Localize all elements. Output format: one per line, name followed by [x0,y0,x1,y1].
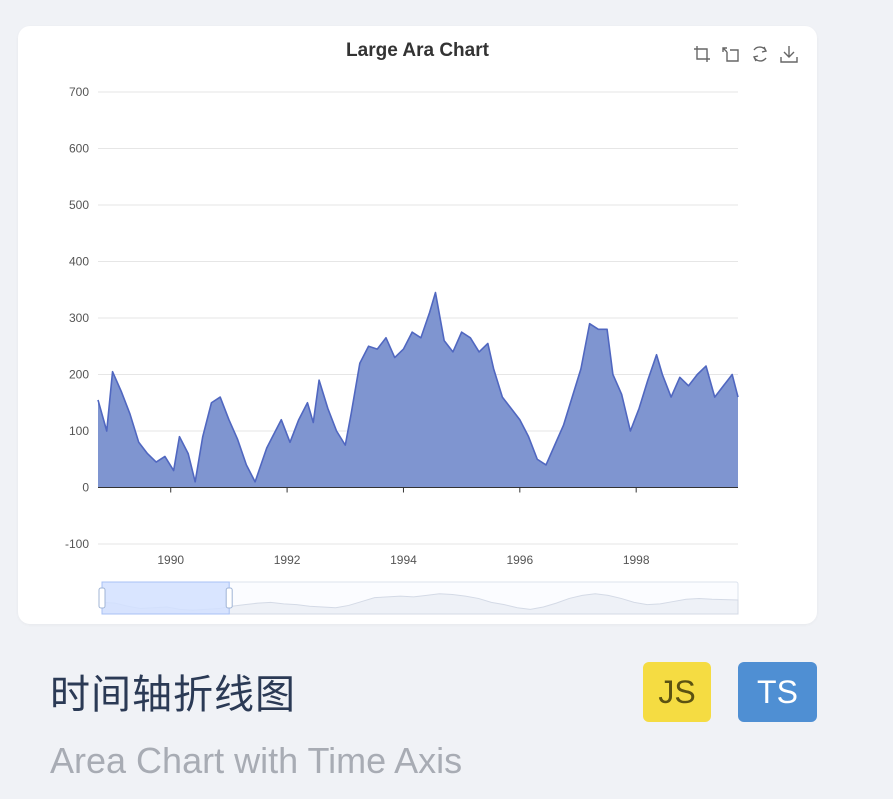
js-badge[interactable]: JS [643,662,711,722]
y-tick-label: 400 [69,255,89,269]
datazoom-window[interactable] [101,581,230,615]
y-tick-label: 600 [69,142,89,156]
zoom-icon[interactable] [692,44,712,64]
ts-badge[interactable]: TS [738,662,817,722]
chart-card[interactable]: -100 0 100 200 300 400 500 600 700 1990 1992 1994 19… [18,26,817,624]
x-tick-label: 1996 [506,553,533,567]
example-subtitle: Area Chart with Time Axis [50,740,463,781]
chart-canvas: -100 0 100 200 300 400 500 600 700 1990 1992 1994 19… [65,85,739,615]
y-tick-label: 300 [69,311,89,325]
save-image-icon[interactable] [779,44,799,64]
zoom-reset-icon[interactable] [721,44,741,64]
area-fill [98,292,738,488]
y-tick-label: 200 [69,368,89,382]
chart-toolbox [692,44,799,64]
x-tick-label: 1992 [274,553,301,567]
y-tick-label: -100 [65,537,89,551]
y-tick-label: 500 [69,198,89,212]
x-tick-label: 1998 [623,553,650,567]
datazoom-handle-end[interactable] [225,587,233,609]
y-tick-label: 700 [69,85,89,99]
y-tick-label: 0 [82,481,89,495]
example-title: 时间轴折线图 [50,672,296,718]
restore-icon[interactable] [750,44,770,64]
x-tick-label: 1994 [390,553,417,567]
area-series-line [97,291,739,483]
y-tick-label: 100 [69,424,89,438]
x-tick-label: 1990 [157,553,184,567]
chart-title: Large Ara Chart [346,40,489,61]
datazoom-handle-start[interactable] [98,587,106,609]
